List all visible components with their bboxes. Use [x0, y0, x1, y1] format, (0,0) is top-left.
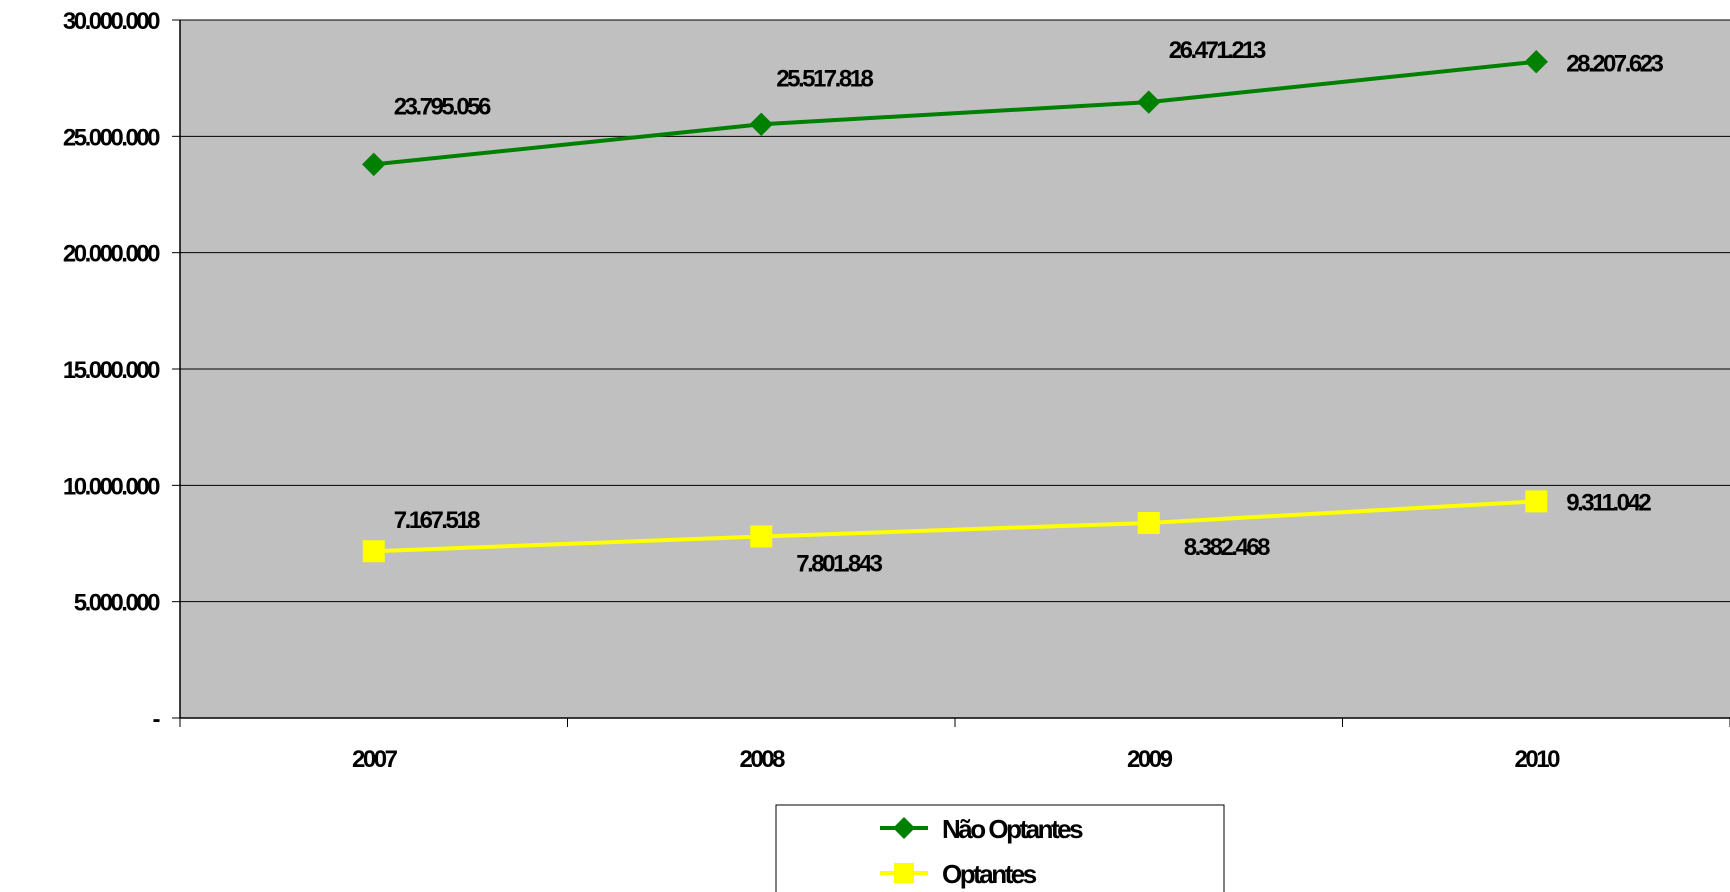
data-point-marker	[1525, 490, 1548, 513]
x-tick-label: 2010	[1515, 746, 1561, 773]
legend-marker	[894, 863, 914, 883]
data-point-marker	[362, 152, 386, 177]
x-tick-label: 2007	[352, 746, 398, 773]
data-labels-group: 23.795.056 25.517.818 26.471.213 28.207.623…	[394, 37, 1666, 577]
series-line-nao-optantes	[373, 59, 1537, 167]
data-label: 28.207.623	[1566, 51, 1663, 78]
x-tick-label: 2008	[740, 746, 786, 773]
y-tick-label: 5.000.000	[74, 590, 160, 617]
y-axis-tick-labels: - 5.000.000 10.000.000 15.000.000 20.000.000…	[63, 8, 163, 733]
data-point-marker	[1137, 90, 1161, 114]
data-point-marker	[1524, 49, 1548, 74]
y-tick-label: 30.000.000	[63, 8, 160, 35]
data-label: 25.517.818	[776, 65, 873, 92]
legend-marker	[893, 817, 915, 839]
legend: Não Optantes Optantes	[775, 804, 1225, 892]
y-tick-label: 15.000.000	[63, 357, 160, 384]
y-tick-label: -	[153, 706, 161, 733]
series-line-optantes	[373, 499, 1537, 554]
y-tick-label: 25.000.000	[63, 124, 160, 151]
x-tick-label: 2009	[1127, 746, 1173, 773]
data-label: 23.795.056	[394, 93, 491, 120]
data-point-marker	[1137, 511, 1160, 534]
legend-label: Optantes	[942, 859, 1037, 889]
data-label: 7.167.518	[394, 507, 480, 534]
data-point-marker	[362, 540, 385, 563]
y-tick-label: 20.000.000	[63, 241, 160, 268]
x-axis-tick-labels: 2007 2008 2009 2010	[352, 746, 1563, 773]
axes	[172, 19, 1730, 727]
y-tick-label: 10.000.000	[63, 473, 160, 500]
data-point-marker	[749, 112, 773, 136]
data-label: 7.801.843	[796, 550, 882, 577]
data-label: 9.311.042	[1566, 489, 1651, 516]
legend-box	[775, 804, 1225, 892]
legend-label: Não Optantes	[942, 814, 1083, 844]
data-label: 26.471.213	[1169, 37, 1266, 64]
series-group	[362, 49, 1548, 563]
data-point-marker	[750, 525, 773, 548]
gridlines	[180, 19, 1730, 603]
data-label: 8.382.468	[1184, 534, 1270, 561]
